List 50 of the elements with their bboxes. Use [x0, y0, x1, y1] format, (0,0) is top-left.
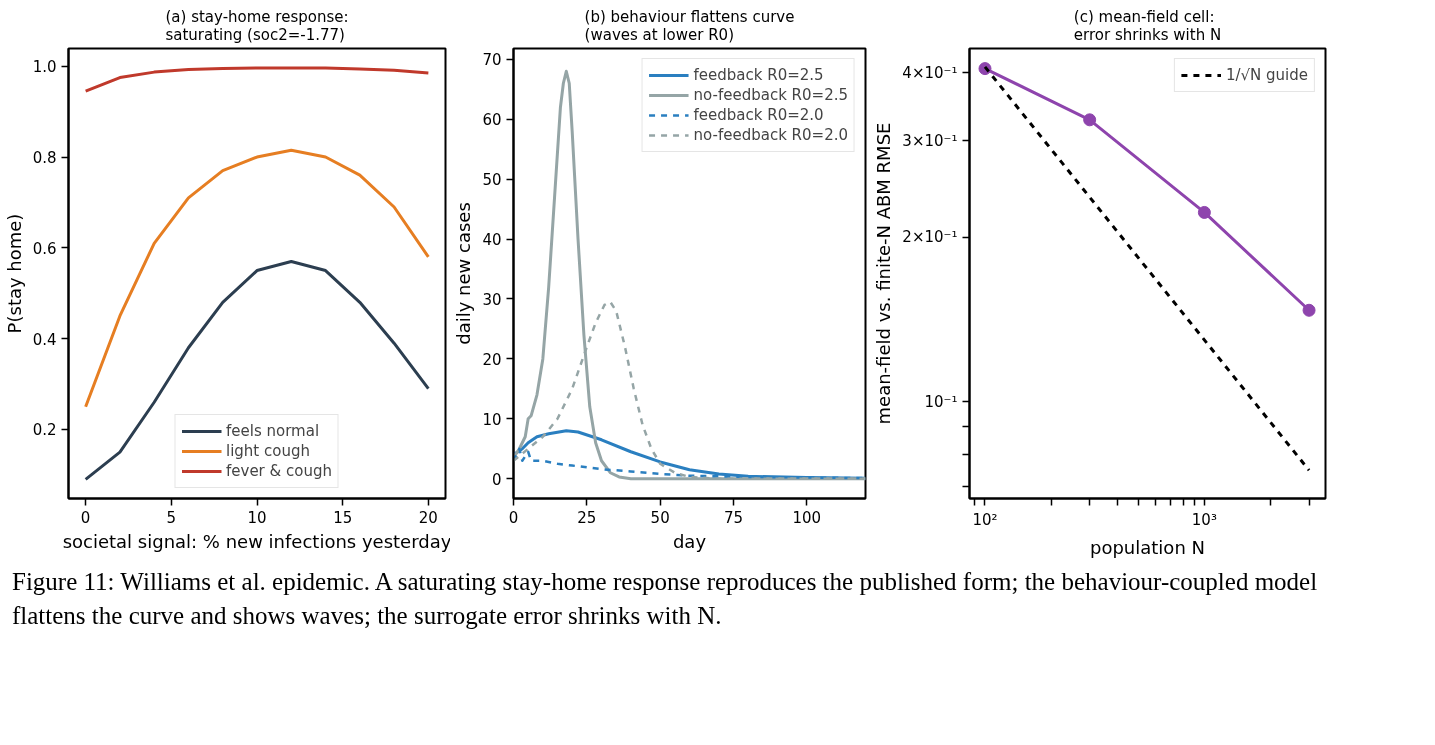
y-tick-label: 0 — [491, 470, 502, 489]
x-tick-label: 50 — [650, 508, 670, 527]
y-tick-label: 0.6 — [32, 239, 57, 258]
legend-label: no-feedback R0=2.0 — [693, 126, 848, 144]
x-tick-label: 10² — [972, 510, 998, 529]
y-tick-label: 70 — [482, 51, 502, 70]
y-tick-label: 3×10⁻¹ — [902, 131, 958, 150]
x-tick-label: 25 — [577, 508, 597, 527]
x-axis-title: societal signal: % new infections yesterday — [62, 530, 452, 552]
y-tick-label: 2×10⁻¹ — [902, 228, 958, 247]
x-tick-label: 0 — [80, 508, 91, 527]
chart-title: (c) mean-field cell: error shrinks with N — [1073, 7, 1222, 44]
chart-title: (b) behaviour flattens curve (waves at lower R0) — [584, 7, 795, 44]
x-tick-label: 75 — [723, 508, 744, 527]
x-tick-label: 10³ — [1191, 510, 1217, 529]
legend-label: feels normal — [226, 422, 320, 440]
legend-label: feedback R0=2.0 — [693, 106, 824, 124]
caption: Figure 11: Williams et al. epidemic. A saturating stay-home response reproduces the published form; the behaviour-coupled model flattens the curve and shows waves; the surrogate error shrinks with N. — [12, 567, 1319, 631]
line-series — [84, 148, 430, 409]
legend-label: fever & cough — [226, 462, 332, 480]
legend-label: light cough — [226, 442, 310, 460]
x-tick-label: 0 — [508, 508, 519, 527]
y-axis-title: daily new cases — [453, 202, 475, 345]
y-tick-label: 20 — [482, 350, 502, 369]
y-axis-title: mean-field vs. finite-N ABM RMSE — [873, 122, 895, 425]
y-axis-title: P(stay home) — [3, 213, 25, 334]
legend-label: no-feedback R0=2.5 — [693, 86, 848, 104]
legend-label: feedback R0=2.5 — [693, 66, 824, 84]
x-tick-label: 15 — [333, 508, 353, 527]
y-tick-label: 4×10⁻¹ — [902, 63, 958, 82]
y-tick-label: 10⁻¹ — [924, 392, 958, 411]
y-tick-label: 0.8 — [32, 149, 57, 168]
x-axis-title: day — [672, 530, 707, 552]
x-tick-label: 20 — [418, 508, 438, 527]
y-tick-label: 1.0 — [32, 58, 57, 77]
x-tick-label: 100 — [792, 508, 822, 527]
y-tick-label: 60 — [482, 111, 502, 130]
y-tick-label: 30 — [482, 290, 502, 309]
y-tick-label: 50 — [482, 171, 502, 190]
y-tick-label: 10 — [482, 410, 502, 429]
x-tick-label: 5 — [166, 508, 177, 527]
y-tick-label: 0.2 — [32, 421, 57, 440]
legend-label: 1/√N guide — [1225, 66, 1308, 84]
y-tick-label: 0.4 — [32, 330, 57, 349]
y-tick-label: 40 — [482, 231, 502, 250]
line-series — [84, 259, 430, 481]
x-tick-label: 10 — [247, 508, 267, 527]
chart-title: (a) stay-home response: saturating (soc2=-1.77) — [165, 7, 349, 44]
line-series — [84, 66, 430, 93]
x-axis-title: population N — [1090, 536, 1205, 558]
